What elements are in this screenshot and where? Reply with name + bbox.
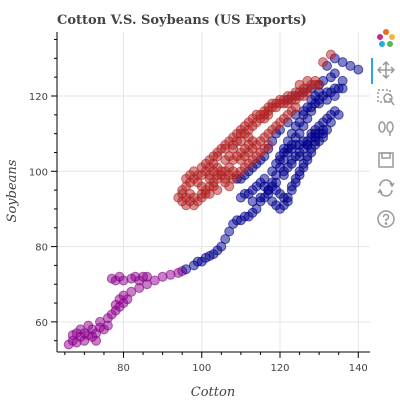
scatter-point — [302, 87, 313, 98]
y-tick-label: 60 — [35, 318, 48, 329]
scatter-point — [329, 91, 340, 101]
scatter-point — [286, 158, 297, 169]
x-tick-label: 120 — [270, 363, 289, 374]
scatter-point — [310, 136, 321, 147]
scatter-point — [290, 102, 301, 113]
scatter-point — [333, 109, 344, 120]
bokeh-logo-icon[interactable] — [376, 28, 396, 48]
x-tick-label: 80 — [117, 363, 130, 374]
scatter-point — [106, 273, 117, 284]
y-tick-label: 80 — [35, 243, 48, 254]
wheel-zoom-icon[interactable] — [376, 118, 396, 138]
scatter-point — [126, 286, 137, 297]
scatter-point — [282, 192, 293, 203]
scatter-point — [83, 320, 94, 331]
chart-title: Cotton V.S. Soybeans (US Exports) — [57, 13, 307, 28]
reset-icon[interactable] — [376, 178, 396, 198]
scatter-point — [177, 188, 188, 199]
scatter-point — [181, 264, 192, 275]
scatter-point — [278, 170, 289, 181]
scatter-point — [318, 57, 329, 68]
scatter-point — [263, 109, 274, 120]
scatter-point — [345, 60, 356, 71]
scatter-point — [353, 64, 364, 75]
scatter-point — [110, 299, 121, 310]
box-zoom-icon[interactable] — [376, 88, 396, 108]
scatter-point — [87, 331, 98, 342]
plot-toolbar — [370, 28, 400, 258]
x-axis-label: Cotton — [191, 385, 235, 400]
scatter-point — [325, 49, 336, 60]
scatter-point — [142, 271, 152, 282]
scatter-point — [294, 79, 305, 90]
scatter-point — [322, 94, 332, 105]
scatter-point — [95, 316, 105, 327]
active-tool-indicator — [371, 58, 373, 84]
pan-icon[interactable] — [376, 60, 396, 80]
scatter-point — [243, 124, 254, 135]
x-tick-label: 140 — [349, 363, 368, 374]
help-icon[interactable] — [376, 209, 396, 229]
scatter-point — [67, 330, 78, 341]
y-tick-label: 120 — [29, 92, 48, 103]
scatter-point — [322, 124, 332, 135]
save-icon[interactable] — [376, 150, 396, 170]
y-axis-label: Soybeans — [5, 159, 20, 222]
scatter-point — [329, 68, 340, 79]
scatter-points — [63, 49, 364, 350]
y-tick-label: 100 — [29, 167, 48, 178]
scatter-point — [126, 273, 137, 284]
scatter-point — [302, 75, 313, 86]
scatter-point — [188, 200, 199, 211]
scatter-point — [337, 75, 348, 86]
x-tick-label: 100 — [192, 363, 211, 374]
axes: 80 100 120 140 60 80 100 120 — [29, 32, 370, 374]
scatter-point — [337, 57, 348, 68]
scatter-point — [149, 275, 160, 286]
scatter-point — [220, 234, 231, 245]
scatter-point — [263, 139, 274, 150]
